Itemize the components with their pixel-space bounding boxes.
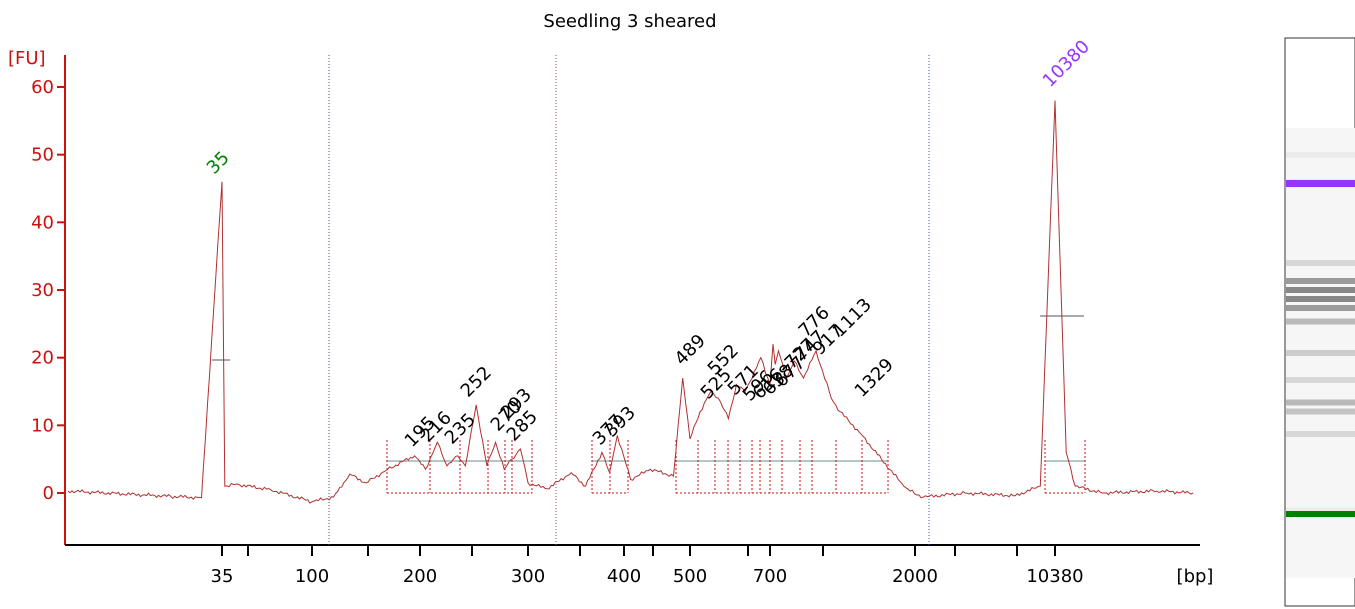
x-axis-label: [bp] bbox=[1177, 566, 1214, 587]
x-tick-label: 100 bbox=[295, 566, 329, 587]
y-tick-label: 30 bbox=[31, 280, 54, 301]
gel-band bbox=[1286, 431, 1355, 437]
x-tick-label: 10380 bbox=[1026, 566, 1083, 587]
gel-band bbox=[1286, 507, 1355, 514]
marker-peak-label: 10380 bbox=[1039, 36, 1094, 91]
y-tick-label: 40 bbox=[31, 212, 54, 233]
gel-band bbox=[1286, 408, 1355, 415]
x-tick-label: 2000 bbox=[892, 566, 938, 587]
trace-series bbox=[67, 100, 1194, 504]
chart-title: Seedling 3 sheared bbox=[543, 11, 716, 32]
x-tick-label: 500 bbox=[673, 566, 707, 587]
x-tick-label: 300 bbox=[511, 566, 545, 587]
peak-label: 1113 bbox=[829, 294, 876, 341]
gel-lane bbox=[1284, 37, 1355, 607]
y-tick-label: 60 bbox=[31, 77, 54, 98]
gel-band bbox=[1286, 152, 1355, 158]
gel-band bbox=[1286, 260, 1355, 266]
gel-band bbox=[1286, 305, 1355, 311]
peak-label: 1329 bbox=[851, 354, 898, 401]
peak-label: 252 bbox=[457, 362, 496, 401]
gel-band bbox=[1286, 377, 1355, 383]
x-tick-label: 400 bbox=[607, 566, 641, 587]
gel-band bbox=[1286, 399, 1355, 406]
peak-integration-areas bbox=[386, 440, 1086, 494]
gel-band bbox=[1286, 296, 1355, 302]
x-tick-label: 35 bbox=[211, 566, 234, 587]
y-tick-label: 50 bbox=[31, 145, 54, 166]
peak-labels: 3510380195216235252270285293377393489525… bbox=[203, 36, 1094, 451]
x-tick-label: 700 bbox=[753, 566, 787, 587]
y-ticks: 0 10 20 30 40 50 60 bbox=[31, 77, 65, 504]
x-ticks: 35 100 200 300 400 500 700 2000 10380 bbox=[211, 545, 1084, 587]
marker-peak-label: 35 bbox=[203, 147, 234, 178]
gel-lower-marker-band bbox=[1286, 511, 1355, 517]
gel-band bbox=[1286, 318, 1355, 325]
gel-band bbox=[1286, 278, 1355, 284]
marker-divider-lines bbox=[328, 55, 930, 545]
gel-band bbox=[1286, 350, 1355, 356]
x-tick-label: 200 bbox=[403, 566, 437, 587]
y-axis-label: [FU] bbox=[8, 48, 46, 69]
y-tick-label: 10 bbox=[31, 415, 54, 436]
gel-upper-marker-band bbox=[1286, 180, 1355, 187]
y-tick-label: 20 bbox=[31, 348, 54, 369]
y-tick-label: 0 bbox=[43, 483, 54, 504]
gel-band bbox=[1286, 287, 1355, 293]
electropherogram-trace bbox=[67, 100, 1194, 504]
